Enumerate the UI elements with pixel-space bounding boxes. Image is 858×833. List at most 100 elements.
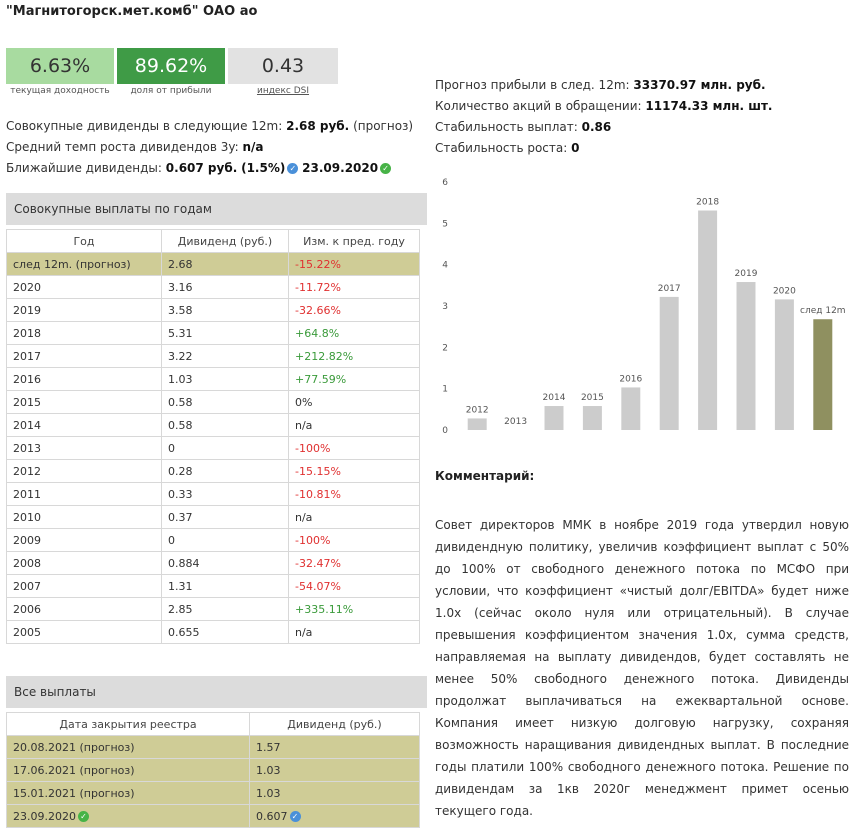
payout-stability-line: Стабильность выплат: 0.86 bbox=[435, 120, 611, 134]
growth-stability-value: 0 bbox=[571, 141, 580, 155]
bar bbox=[621, 387, 641, 430]
dividend-cell: 0 bbox=[161, 436, 289, 460]
change-cell: +64.8% bbox=[288, 321, 420, 345]
total-dividends-line: Совокупные дивиденды в следующие 12m: 2.… bbox=[6, 119, 413, 133]
change-cell: -32.47% bbox=[288, 551, 420, 575]
payout-value: 89.62% bbox=[134, 55, 208, 77]
bar-label: 2012 bbox=[466, 405, 489, 415]
col-change: Изм. к пред. году bbox=[288, 229, 420, 253]
payment-value: 1.03 bbox=[256, 786, 281, 800]
col-payment: Дивиденд (руб.) bbox=[249, 712, 420, 736]
year-cell: 2012 bbox=[6, 459, 162, 483]
payout-stability-value: 0.86 bbox=[581, 120, 612, 134]
dividend-cell: 0.884 bbox=[161, 551, 289, 575]
bar-label: след 12m bbox=[800, 306, 846, 316]
dividend-cell: 1.03 bbox=[161, 367, 289, 391]
table-row: 20.08.2021 (прогноз) 1.57 bbox=[6, 735, 420, 759]
next-dividend-line: Ближайшие дивиденды: 0.607 руб. (1.5%) ✓ … bbox=[6, 161, 392, 175]
change-cell: 0% bbox=[288, 390, 420, 414]
year-cell: 2014 bbox=[6, 413, 162, 437]
table-row: 2008 0.884 -32.47% bbox=[6, 551, 420, 575]
table-row: 2019 3.58 -32.66% bbox=[6, 298, 420, 322]
year-cell: 2006 bbox=[6, 597, 162, 621]
table-row: 2009 0 -100% bbox=[6, 528, 420, 552]
dividend-cell: 3.58 bbox=[161, 298, 289, 322]
y-tick-label: 3 bbox=[442, 302, 448, 312]
change-cell: n/a bbox=[288, 413, 420, 437]
table-row: 2013 0 -100% bbox=[6, 436, 420, 460]
bar bbox=[774, 299, 794, 430]
growth-rate-label: Средний темп роста дивидендов 3y: bbox=[6, 140, 239, 154]
table-row: 2005 0.655 n/a bbox=[6, 620, 420, 644]
payment-value: 1.57 bbox=[256, 740, 281, 754]
change-cell: -54.07% bbox=[288, 574, 420, 598]
next-dividend-pct: (1.5%) bbox=[241, 161, 286, 175]
dividend-cell: 2.85 bbox=[161, 597, 289, 621]
bar bbox=[544, 406, 564, 430]
change-cell: -100% bbox=[288, 436, 420, 460]
y-tick-label: 2 bbox=[442, 343, 448, 353]
change-cell: -32.66% bbox=[288, 298, 420, 322]
comment-text: Совет директоров ММК в ноябре 2019 года … bbox=[435, 518, 849, 818]
change-cell: -100% bbox=[288, 528, 420, 552]
annual-heading: Совокупные выплаты по годам bbox=[6, 193, 427, 225]
year-cell: 2015 bbox=[6, 390, 162, 414]
table-row: 2017 3.22 +212.82% bbox=[6, 344, 420, 368]
check-icon: ✓ bbox=[287, 163, 299, 174]
bar-label: 2015 bbox=[581, 393, 604, 403]
dsi-link[interactable]: индекс DSI bbox=[256, 86, 310, 96]
bar-label: 2017 bbox=[658, 284, 681, 294]
y-tick-label: 1 bbox=[442, 385, 448, 395]
payments-table: Дата закрытия реестра Дивиденд (руб.) 20… bbox=[6, 712, 420, 828]
year-cell: 2007 bbox=[6, 574, 162, 598]
yield-tile: 6.63% bbox=[6, 48, 114, 84]
dividend-cell: 0 bbox=[161, 528, 289, 552]
payment-cell: 1.03 bbox=[249, 758, 420, 782]
next-dividend-label: Ближайшие дивиденды: bbox=[6, 161, 162, 175]
dividend-cell: 3.16 bbox=[161, 275, 289, 299]
bar bbox=[467, 418, 487, 430]
change-cell: -15.22% bbox=[288, 252, 420, 276]
table-row: 2006 2.85 +335.11% bbox=[6, 597, 420, 621]
dividend-cell: 1.31 bbox=[161, 574, 289, 598]
table-row: 17.06.2021 (прогноз) 1.03 bbox=[6, 758, 420, 782]
table-row: след 12m. (прогноз) 2.68 -15.22% bbox=[6, 252, 420, 276]
change-cell: -10.81% bbox=[288, 482, 420, 506]
profit-forecast-line: Прогноз прибыли в след. 12m: 33370.97 мл… bbox=[435, 78, 766, 92]
record-date: 20.08.2021 (прогноз) bbox=[13, 740, 135, 754]
table-row: 2018 5.31 +64.8% bbox=[6, 321, 420, 345]
yield-value: 6.63% bbox=[29, 55, 91, 77]
col-dividend: Дивиденд (руб.) bbox=[161, 229, 289, 253]
table-row: 2020 3.16 -11.72% bbox=[6, 275, 420, 299]
y-tick-label: 0 bbox=[442, 426, 448, 436]
y-tick-label: 6 bbox=[442, 178, 448, 188]
record-date-cell: 15.01.2021 (прогноз) bbox=[6, 781, 250, 805]
dividend-cell: 0.655 bbox=[161, 620, 289, 644]
year-cell: 2017 bbox=[6, 344, 162, 368]
total-dividends-label: Совокупные дивиденды в следующие 12m: bbox=[6, 119, 283, 133]
annual-table: Год Дивиденд (руб.) Изм. к пред. году сл… bbox=[6, 229, 420, 644]
table-row: 15.01.2021 (прогноз) 1.03 bbox=[6, 781, 420, 805]
shares-label: Количество акций в обращении: bbox=[435, 99, 642, 113]
y-tick-label: 5 bbox=[442, 219, 448, 229]
payout-tile: 89.62% bbox=[117, 48, 225, 84]
dividend-cell: 0.37 bbox=[161, 505, 289, 529]
payments-heading: Все выплаты bbox=[6, 676, 427, 708]
change-cell: +77.59% bbox=[288, 367, 420, 391]
growth-stability-line: Стабильность роста: 0 bbox=[435, 141, 579, 155]
year-cell: 2016 bbox=[6, 367, 162, 391]
year-cell: 2005 bbox=[6, 620, 162, 644]
year-cell: 2011 bbox=[6, 482, 162, 506]
payment-cell: 1.57 bbox=[249, 735, 420, 759]
change-cell: n/a bbox=[288, 620, 420, 644]
profit-forecast-label: Прогноз прибыли в след. 12m: bbox=[435, 78, 630, 92]
shares-line: Количество акций в обращении: 11174.33 м… bbox=[435, 99, 772, 113]
total-dividends-value: 2.68 руб. bbox=[286, 119, 350, 133]
table-row: 2012 0.28 -15.15% bbox=[6, 459, 420, 483]
payout-stability-label: Стабильность выплат: bbox=[435, 120, 578, 134]
table-row: 2011 0.33 -10.81% bbox=[6, 482, 420, 506]
change-cell: -11.72% bbox=[288, 275, 420, 299]
comment-heading: Комментарий: bbox=[435, 469, 535, 483]
dividend-cell: 0.58 bbox=[161, 413, 289, 437]
year-cell: след 12m. (прогноз) bbox=[6, 252, 162, 276]
